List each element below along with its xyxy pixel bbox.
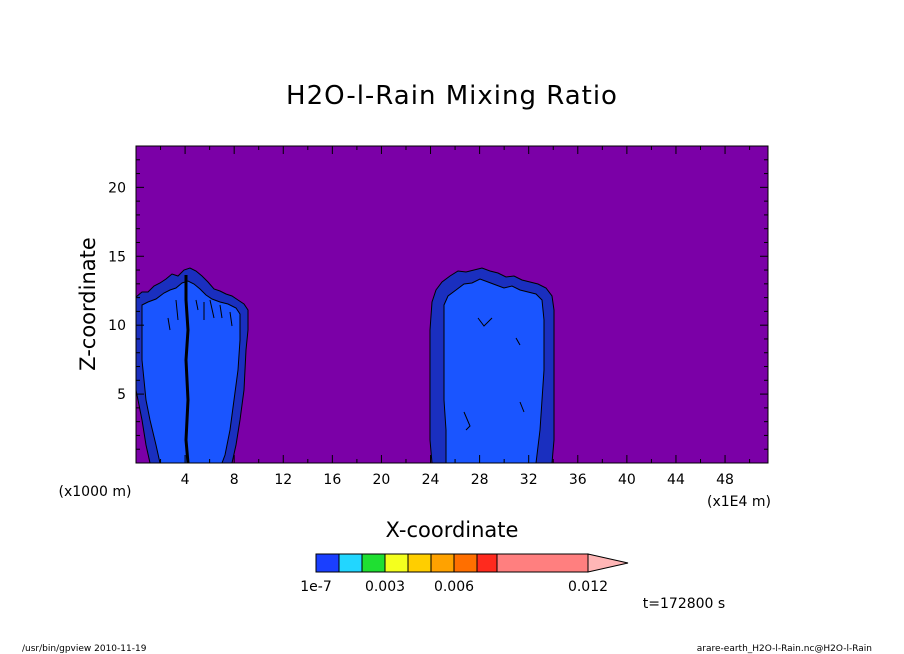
colorbar-segment (430, 553, 455, 573)
y-axis-title: Z-coordinate (76, 237, 100, 371)
x-tick-label: 40 (618, 472, 636, 488)
colorbar-tick-label: 1e-7 (300, 579, 331, 595)
colorbar: 1e-7 0.003 0.006 0.012 (300, 553, 629, 595)
right-cloud-inner (443, 278, 545, 464)
y-unit-note: (x1000 m) (59, 484, 132, 500)
y-tick-label: 5 (117, 387, 126, 403)
colorbar-tick-label: 0.003 (365, 579, 405, 595)
right-cloud-contour-detail (463, 317, 525, 431)
colorbar-segment (361, 553, 386, 573)
x-tick-label: 4 (181, 472, 190, 488)
colorbar-segment (338, 553, 363, 573)
x-tick-label: 16 (323, 472, 341, 488)
y-tick-label: 15 (108, 249, 126, 265)
colorbar-tick-label: 0.006 (434, 579, 474, 595)
time-label: t=172800 s (643, 596, 725, 612)
x-tick-label: 44 (667, 472, 685, 488)
colorbar-segment (496, 553, 589, 573)
x-axis-ticks: 4 8 12 16 20 24 28 32 36 40 44 48 (160, 146, 751, 488)
colorbar-extend-arrow (587, 553, 629, 573)
colorbar-tick-label: 0.012 (568, 579, 608, 595)
left-cloud-inner (141, 280, 241, 464)
x-tick-label: 24 (422, 472, 440, 488)
y-tick-label: 20 (108, 180, 126, 196)
x-tick-label: 32 (520, 472, 538, 488)
chart-title: H2O-l-Rain Mixing Ratio (286, 81, 618, 111)
y-tick-label: 10 (108, 318, 126, 334)
footer-right: arare-earth_H2O-l-Rain.nc@H2O-l-Rain (697, 644, 872, 654)
left-cloud-contour-detail (167, 299, 233, 331)
x-tick-label: 36 (569, 472, 587, 488)
left-cloud-region (135, 267, 249, 464)
colorbar-segment (384, 553, 409, 573)
y-axis-ticks: 5 10 15 20 (108, 159, 768, 450)
x-tick-label: 8 (230, 472, 239, 488)
x-axis-title: X-coordinate (386, 518, 519, 542)
x-tick-label: 12 (274, 472, 292, 488)
colorbar-segment (476, 553, 498, 573)
left-cloud-core-line (184, 275, 190, 464)
colorbar-segment (315, 553, 340, 573)
footer-left: /usr/bin/gpview 2010-11-19 (22, 644, 147, 654)
colorbar-segment (453, 553, 478, 573)
colorbar-segment (407, 553, 432, 573)
x-tick-label: 28 (471, 472, 489, 488)
x-tick-label: 20 (373, 472, 391, 488)
plot-frame (135, 145, 769, 464)
right-cloud-region (429, 267, 555, 464)
x-tick-label: 48 (716, 472, 734, 488)
x-unit-note: (x1E4 m) (707, 494, 771, 510)
